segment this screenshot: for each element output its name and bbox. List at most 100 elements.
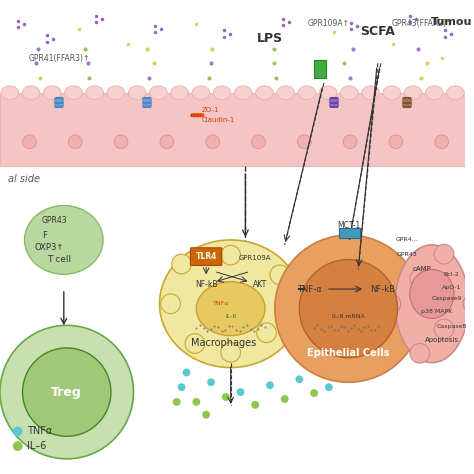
Ellipse shape	[235, 86, 252, 100]
Point	[408, 95, 413, 100]
Text: al side: al side	[8, 174, 40, 184]
Text: GPR43: GPR43	[397, 252, 418, 257]
Text: MCT-1: MCT-1	[337, 221, 360, 230]
Bar	[329, 98, 338, 108]
Ellipse shape	[68, 135, 82, 149]
Circle shape	[185, 334, 205, 353]
Text: Macrophages: Macrophages	[191, 338, 256, 348]
Bar	[314, 60, 326, 78]
Text: IL–6: IL–6	[27, 441, 47, 451]
Text: Treg: Treg	[51, 385, 82, 399]
Ellipse shape	[383, 86, 401, 100]
Circle shape	[13, 427, 23, 436]
Point	[141, 105, 147, 110]
Circle shape	[434, 245, 454, 264]
Ellipse shape	[252, 135, 265, 149]
Circle shape	[202, 411, 210, 419]
Text: GPR41(FFAR3)↑: GPR41(FFAR3)↑	[28, 54, 90, 63]
Text: Bcl-2: Bcl-2	[444, 272, 459, 277]
Text: GPR43(FFAR2)↑: GPR43(FFAR2)↑	[392, 19, 453, 28]
Ellipse shape	[196, 282, 265, 336]
Circle shape	[410, 269, 429, 288]
Circle shape	[192, 398, 200, 406]
Circle shape	[325, 383, 333, 391]
Circle shape	[381, 294, 401, 314]
Point	[59, 95, 64, 100]
Ellipse shape	[297, 135, 311, 149]
Circle shape	[410, 344, 429, 363]
Circle shape	[173, 398, 181, 406]
Ellipse shape	[64, 86, 82, 100]
Text: Tumou: Tumou	[431, 17, 472, 27]
Circle shape	[270, 265, 290, 284]
Circle shape	[191, 113, 194, 117]
Ellipse shape	[404, 86, 422, 100]
Text: Caspase8: Caspase8	[437, 324, 467, 329]
Ellipse shape	[447, 86, 465, 100]
Circle shape	[222, 393, 230, 401]
Text: Epithelial Cells: Epithelial Cells	[307, 348, 390, 358]
Bar	[54, 98, 64, 108]
Ellipse shape	[160, 240, 302, 367]
Ellipse shape	[340, 86, 358, 100]
Bar	[338, 228, 360, 238]
Ellipse shape	[410, 269, 454, 319]
Ellipse shape	[395, 245, 469, 363]
Text: Claudin-1: Claudin-1	[201, 117, 235, 123]
Circle shape	[295, 375, 303, 383]
Circle shape	[196, 113, 200, 117]
Bar	[142, 98, 152, 108]
Circle shape	[275, 235, 422, 382]
Text: SCFA: SCFA	[361, 25, 395, 38]
Circle shape	[178, 383, 185, 391]
Circle shape	[182, 368, 191, 376]
Text: cAMP: cAMP	[413, 266, 431, 273]
Ellipse shape	[213, 86, 231, 100]
Ellipse shape	[23, 135, 36, 149]
Point	[53, 100, 59, 105]
Text: GPR43: GPR43	[41, 216, 67, 225]
Text: GPR109A: GPR109A	[239, 255, 272, 261]
Point	[147, 95, 153, 100]
Ellipse shape	[171, 86, 189, 100]
Point	[328, 100, 334, 105]
Circle shape	[192, 113, 196, 117]
Ellipse shape	[149, 86, 167, 100]
Ellipse shape	[86, 86, 103, 100]
Circle shape	[13, 441, 23, 451]
Text: IL-8 mRNA: IL-8 mRNA	[332, 314, 365, 319]
Circle shape	[310, 389, 318, 397]
Circle shape	[281, 294, 301, 314]
Point	[328, 95, 334, 100]
Point	[334, 105, 339, 110]
Text: p38 MAPK: p38 MAPK	[421, 309, 453, 314]
Point	[328, 105, 334, 110]
Circle shape	[207, 378, 215, 386]
Point	[147, 100, 153, 105]
Text: TNFα: TNFα	[213, 301, 229, 306]
Bar	[402, 98, 412, 108]
Text: OXP3↑: OXP3↑	[35, 243, 64, 252]
Text: Apoptosis: Apoptosis	[425, 337, 459, 343]
Circle shape	[201, 113, 205, 117]
Point	[408, 105, 413, 110]
Circle shape	[195, 113, 199, 117]
Text: ApO-1: ApO-1	[442, 284, 461, 290]
Circle shape	[221, 246, 240, 265]
Point	[147, 105, 153, 110]
Ellipse shape	[435, 135, 448, 149]
Circle shape	[300, 260, 398, 358]
Circle shape	[23, 348, 111, 436]
Circle shape	[198, 113, 202, 117]
Ellipse shape	[425, 86, 443, 100]
Text: TLR4: TLR4	[195, 252, 217, 261]
Ellipse shape	[22, 86, 40, 100]
Text: T cell: T cell	[47, 255, 71, 264]
Ellipse shape	[362, 86, 379, 100]
Text: LPS: LPS	[257, 32, 283, 45]
Ellipse shape	[44, 86, 61, 100]
Text: GPR109A↑: GPR109A↑	[308, 19, 350, 28]
Point	[401, 100, 407, 105]
Circle shape	[161, 294, 181, 314]
Point	[401, 105, 407, 110]
